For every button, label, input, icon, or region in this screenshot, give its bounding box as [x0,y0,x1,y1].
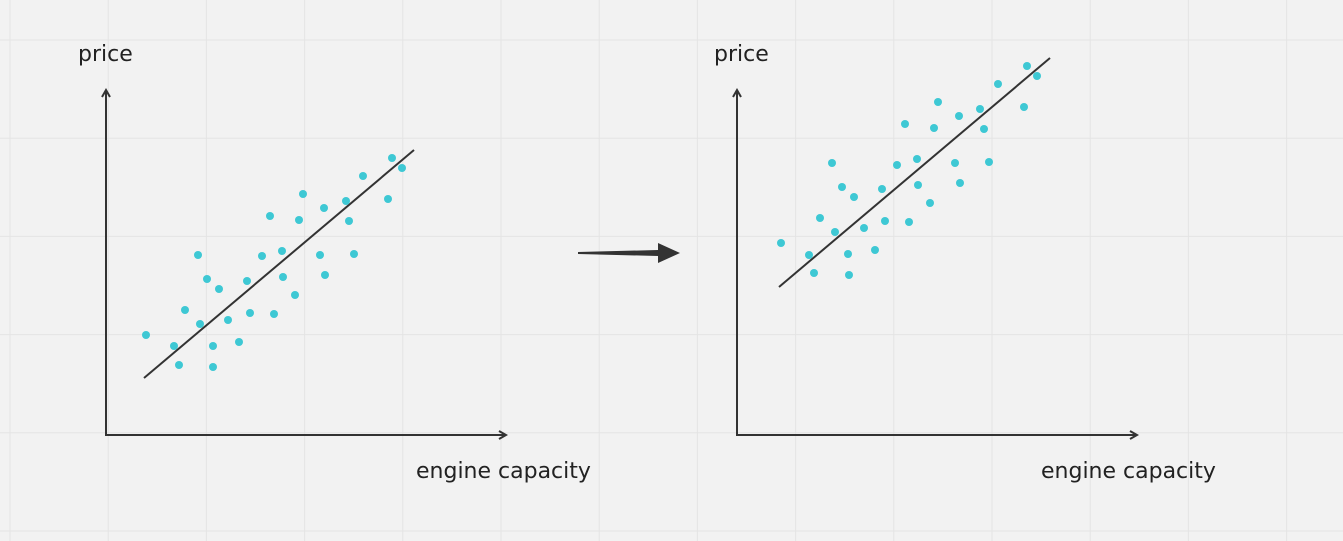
left-chart: price engine capacity [78,42,591,484]
dot [838,183,846,191]
dot [345,217,353,225]
y-axis-label: price [714,42,769,67]
dot [299,190,307,198]
dot [994,80,1002,88]
dot [1020,103,1028,111]
dot [955,112,963,120]
dot [384,195,392,203]
dot [850,193,858,201]
dot [350,250,358,258]
dot [246,309,254,317]
dot [951,159,959,167]
y-axis-label: price [78,42,133,67]
dot [235,338,243,346]
dot [777,239,785,247]
dot [845,271,853,279]
dot [142,331,150,339]
dot [985,158,993,166]
dot [831,228,839,236]
x-axis-label: engine capacity [416,459,591,484]
dot [926,199,934,207]
dot [196,320,204,328]
dot [279,273,287,281]
dot [816,214,824,222]
dot [321,271,329,279]
dot [209,363,217,371]
dot [359,172,367,180]
scatter-points [777,62,1041,279]
dot [342,197,350,205]
transition-arrow [578,243,680,263]
dot [980,125,988,133]
dot [1023,62,1031,70]
dot [194,251,202,259]
dot [930,124,938,132]
dot [181,306,189,314]
dot [956,179,964,187]
dot [266,212,274,220]
dot [278,247,286,255]
dot [878,185,886,193]
dot [209,342,217,350]
dot [881,217,889,225]
right-chart: price engine capacity [714,42,1216,484]
dot [175,361,183,369]
dot [295,216,303,224]
dot [203,275,211,283]
dot [844,250,852,258]
regression-line [778,57,1051,288]
dot [913,155,921,163]
dot [291,291,299,299]
dot [258,252,266,260]
dot [270,310,278,318]
dot [1033,72,1041,80]
dot [901,120,909,128]
dot [398,164,406,172]
dot [893,161,901,169]
dot [976,105,984,113]
dot [805,251,813,259]
x-axis-label: engine capacity [1041,459,1216,484]
dot [170,342,178,350]
dot [860,224,868,232]
dot [316,251,324,259]
dot [810,269,818,277]
dot [905,218,913,226]
dot [828,159,836,167]
dot [934,98,942,106]
dot [914,181,922,189]
scatter-points [142,154,406,371]
dot [243,277,251,285]
regression-line [143,149,415,379]
dot [224,316,232,324]
dot [320,204,328,212]
dot [871,246,879,254]
dot [388,154,396,162]
dot [215,285,223,293]
